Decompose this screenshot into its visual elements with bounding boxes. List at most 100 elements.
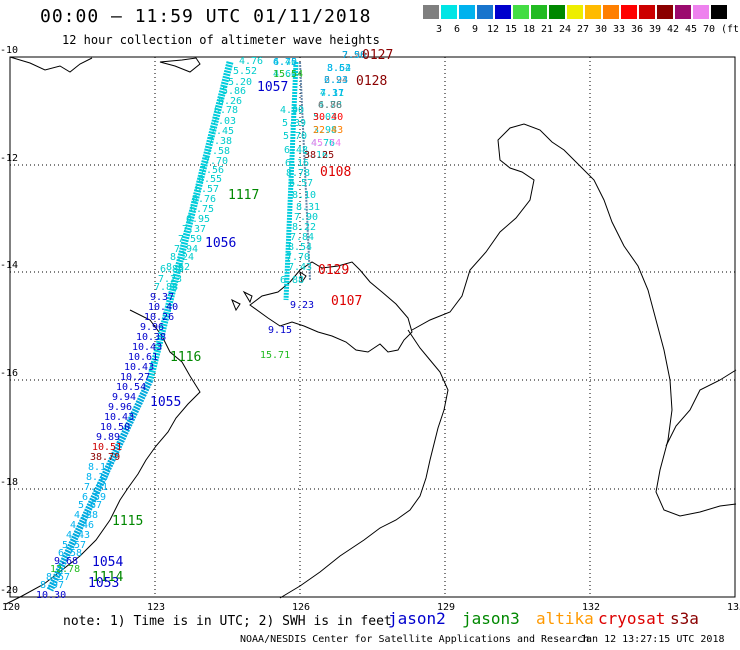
scale-swatch-6	[531, 5, 547, 19]
swh-readout: 6.75	[190, 204, 215, 215]
legend-cryosat: cryosat	[598, 609, 666, 628]
swh-readout: 8.54	[288, 242, 313, 253]
track-descending-east	[283, 61, 299, 301]
scale-label-45: 45	[684, 24, 698, 35]
pass-label-0129: 0129	[318, 263, 350, 278]
swh-readout: 9.15	[268, 325, 293, 336]
swh-readout: 10.51	[92, 442, 123, 453]
swh-readout: 10.54	[116, 382, 147, 393]
swh-readout: 8.62	[166, 262, 191, 273]
swh-readout: 5.03	[313, 112, 338, 123]
map-title: 00:00 – 11:59 UTC 01/11/2018	[40, 6, 372, 27]
swh-readout: 4.76	[239, 56, 264, 67]
pass-label-0108: 0108	[320, 165, 352, 180]
coastline-island-small	[159, 57, 201, 73]
swh-readout: 5.20	[228, 77, 253, 88]
swh-readout: 6.78	[214, 105, 239, 116]
swh-readout: 3.98	[313, 125, 338, 136]
swh-readout: 30.40	[313, 112, 344, 123]
swh-readout: 7.58	[206, 146, 231, 157]
scale-swatch-8	[567, 5, 583, 19]
swh-readout: 10.43	[132, 342, 163, 353]
swh-readout: 7.59	[178, 234, 203, 245]
scale-swatch-2	[459, 5, 475, 19]
swh-readout: 8.57	[46, 572, 71, 583]
coastline	[5, 56, 737, 605]
swh-readout: 5.67	[78, 500, 103, 511]
coastline-arnhem	[411, 123, 737, 517]
swh-readout: 9.68	[54, 556, 79, 567]
swh-readout: 9.89	[96, 432, 121, 443]
lon-tick-120: 120	[2, 602, 21, 613]
swh-readout: 6.76	[192, 194, 217, 205]
scale-unit: (ft)	[720, 24, 740, 35]
swh-readout: 15.54	[273, 69, 304, 80]
swh-readout: 2.98	[342, 50, 367, 61]
scale-label-21: 21	[540, 24, 554, 35]
swh-readout: 6.88	[280, 275, 305, 286]
legend-altika: altika	[536, 609, 594, 628]
swh-readout: 6.57	[195, 184, 220, 195]
swh-readout: 6.75	[273, 57, 298, 68]
legend-jason3: jason3	[462, 609, 520, 628]
swh-readout: 6.86	[318, 100, 343, 111]
swh-readout: 9.23	[290, 300, 315, 311]
scale-swatch-16	[711, 5, 727, 19]
swh-readout: 3.52	[327, 63, 352, 74]
pass-label-1056: 1056	[205, 236, 237, 251]
swh-readout: 4.11	[320, 88, 345, 99]
scale-label-9: 9	[471, 24, 479, 35]
scale-swatch-11	[621, 5, 637, 19]
swh-readout: 38.79	[90, 452, 121, 463]
swh-readout: 38.25	[304, 150, 335, 161]
credit-line: NOAA/NESDIS Center for Satellite Applica…	[240, 634, 590, 645]
legend-s3a: s3a	[670, 609, 699, 628]
swh-readout: 5.70	[283, 131, 308, 142]
swh-readout: 6.48	[284, 145, 309, 156]
map-subtitle: 12 hour collection of altimeter wave hei…	[62, 33, 380, 47]
swh-readout: 10.27	[120, 372, 151, 383]
swh-readout: 10.26	[144, 312, 175, 323]
swh-readout: 8.64	[327, 63, 352, 74]
swh-readout: 2.94	[324, 75, 349, 86]
lon-tick-129: 129	[437, 602, 456, 613]
swh-readout: 8.17	[86, 472, 111, 483]
scale-swatch-5	[513, 5, 529, 19]
swh-readout: 7.45	[210, 126, 235, 137]
swh-readout: 5.39	[282, 118, 307, 129]
pass-label-0107: 0107	[331, 294, 363, 309]
swh-readout: 4.78	[318, 100, 343, 111]
swh-readout: 10.38	[136, 332, 167, 343]
swh-readout: 6.16	[285, 158, 310, 169]
pass-label-1054: 1054	[92, 555, 124, 570]
scale-label-36: 36	[630, 24, 644, 35]
swh-readout: 7.88	[154, 282, 179, 293]
lon-tick-123: 123	[147, 602, 166, 613]
coastline-gulf	[665, 369, 737, 447]
coastline-west	[279, 329, 449, 599]
swh-readout: 7.37	[320, 88, 345, 99]
swh-readout: 9.94	[112, 392, 137, 403]
track-jason2-north	[146, 61, 234, 381]
scale-label-39: 39	[648, 24, 662, 35]
swh-readout: 4.60	[273, 69, 298, 80]
coastline-timor	[9, 56, 93, 73]
swh-readout: 8.22	[292, 222, 317, 233]
swh-readout: 10.40	[148, 302, 179, 313]
swh-readout: 4.76	[311, 138, 336, 149]
pass-label-1116: 1116	[170, 350, 202, 365]
swh-readout: 6.23	[324, 75, 349, 86]
swh-readout: 10.61	[128, 352, 159, 363]
swh-readout: 9.96	[140, 322, 165, 333]
footnote: note: 1) Time is in UTC; 2) SWH is in fe…	[63, 614, 392, 629]
swh-readout: 8.31	[296, 202, 321, 213]
swh-readout: 4.90	[280, 105, 305, 116]
scale-label-6: 6	[453, 24, 461, 35]
pass-label-1114: 1114	[92, 570, 124, 585]
swh-readout: 8.10	[292, 190, 317, 201]
lat-tick--16: -16	[0, 368, 19, 379]
scale-label-33: 33	[612, 24, 626, 35]
swh-readout: 6.85	[160, 264, 185, 275]
scale-label-30: 30	[594, 24, 608, 35]
lat-tick--20: -20	[0, 585, 19, 596]
